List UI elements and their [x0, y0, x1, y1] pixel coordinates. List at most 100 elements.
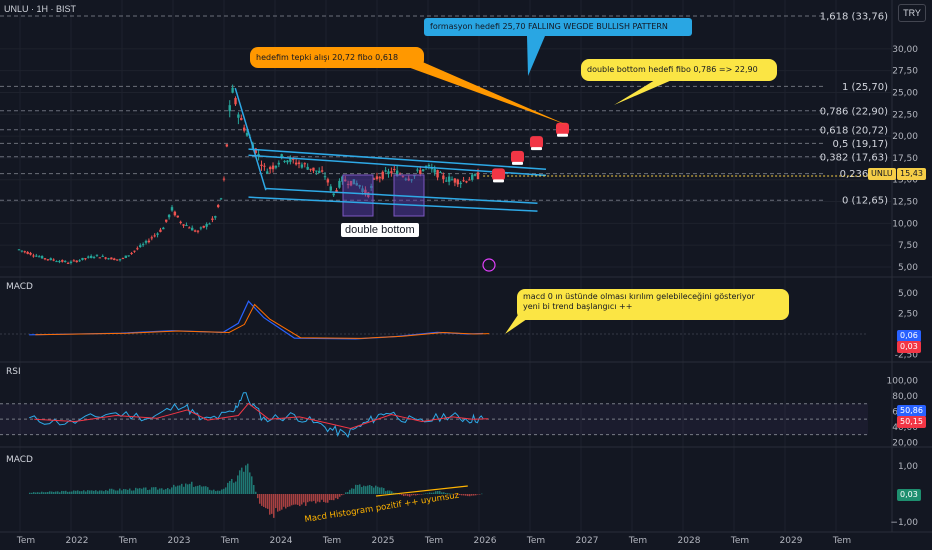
time-axis-label: 2023	[168, 536, 191, 546]
candle-body	[237, 114, 240, 118]
rsi-tick-label: 100,00	[887, 377, 919, 387]
histogram-pane-title: MACD	[6, 455, 33, 465]
histogram-bar	[361, 487, 363, 494]
candle-body	[442, 175, 445, 180]
histogram-bar	[29, 492, 31, 494]
candle-body	[156, 233, 159, 235]
histogram-bar	[253, 485, 255, 494]
currency-button[interactable]: TRY	[898, 4, 926, 22]
candle-body	[369, 186, 373, 188]
macd-value-tag: 0,06	[897, 330, 921, 342]
candle-body	[465, 181, 468, 183]
price-tick-label: 17,50	[892, 154, 918, 164]
histogram-bar	[127, 489, 129, 494]
candle-body	[372, 178, 376, 180]
histogram-bar	[479, 494, 481, 495]
time-axis-label: 2029	[780, 536, 803, 546]
candle-body	[23, 251, 26, 253]
candle-body	[297, 162, 301, 164]
candle-body	[300, 164, 304, 168]
candle-body	[179, 221, 182, 223]
candle-body	[136, 248, 139, 250]
histogram-bar	[197, 485, 199, 494]
histogram-bar	[477, 494, 479, 495]
time-axis-label: Tem	[730, 536, 749, 546]
histogram-bar	[223, 488, 225, 494]
pattern-target-note: formasyon hedefi 25,70 FALLING WEGDE BUL…	[424, 18, 692, 36]
candle-body	[26, 252, 29, 254]
histogram-bar	[389, 490, 391, 494]
rebound-target-note: hedefim tepki alışı 20,72 fibo 0,618	[250, 47, 424, 68]
histogram-bar	[311, 494, 313, 502]
histogram-bar	[111, 488, 113, 494]
histogram-bar	[183, 486, 185, 494]
pattern-note-pointer	[527, 36, 545, 76]
histogram-bar	[399, 494, 401, 495]
histogram-bar	[435, 491, 437, 494]
histogram-bar	[265, 494, 267, 509]
histogram-bar	[185, 483, 187, 494]
candle-body	[66, 262, 70, 264]
candle-body	[381, 171, 384, 179]
histogram-bar	[191, 481, 193, 494]
symbol-title[interactable]: UNLU · 1H · BIST	[4, 4, 77, 14]
histogram-bar	[129, 488, 131, 494]
candle-body	[188, 227, 191, 229]
candle-body	[364, 189, 367, 194]
candle-body	[257, 153, 260, 156]
candle-body	[419, 170, 422, 174]
candle-body	[202, 225, 205, 228]
candle-body	[167, 214, 171, 218]
histogram-bar	[407, 494, 409, 497]
projection-marker	[556, 122, 569, 137]
histogram-bar	[63, 491, 65, 494]
histogram-bar	[307, 494, 309, 503]
histogram-bar	[125, 489, 127, 494]
candle-body	[52, 259, 55, 261]
candle-body	[55, 261, 58, 263]
histogram-bar	[401, 494, 403, 496]
candle-body	[234, 98, 237, 105]
histogram-bar	[271, 494, 273, 514]
time-axis-label: Tem	[628, 536, 647, 546]
histogram-bar	[371, 485, 373, 494]
time-axis-label: Tem	[118, 536, 137, 546]
candle-body	[263, 165, 266, 167]
histogram-bar	[71, 491, 73, 494]
histogram-bar	[317, 494, 319, 502]
candle-body	[401, 176, 405, 178]
macd-note-line2: yeni bi trend başlangıcı ++	[523, 302, 633, 311]
histogram-bar	[379, 487, 381, 494]
histogram-bar	[355, 484, 357, 494]
candle-body	[58, 261, 61, 263]
candle-body	[133, 250, 136, 252]
rsi-tick-label: 80,00	[892, 392, 918, 402]
candle-body	[439, 172, 442, 174]
histogram-bar	[273, 494, 275, 518]
histogram-bar	[413, 494, 415, 496]
histogram-bar	[225, 487, 227, 494]
histogram-bar	[469, 494, 471, 497]
fib-level-label: 0,618 (20,72)	[820, 125, 888, 136]
candle-body	[101, 255, 104, 257]
histogram-bar	[415, 494, 417, 496]
rsi-ma-line	[34, 402, 489, 430]
candle-body	[84, 258, 87, 260]
macd-signal-line	[35, 303, 490, 339]
histogram-bar	[437, 491, 439, 494]
histogram-bar	[259, 494, 261, 504]
candle-body	[453, 178, 457, 183]
histogram-bar	[201, 486, 203, 494]
histogram-bar	[459, 494, 461, 496]
double-bottom-label: double bottom	[341, 223, 419, 237]
wedge-upper-line	[248, 148, 547, 171]
histogram-bar	[383, 488, 385, 494]
price-tick-label: 12,50	[892, 198, 918, 208]
histogram-bar	[369, 485, 371, 494]
candle-body	[176, 215, 179, 218]
histogram-bar	[165, 489, 167, 494]
histogram-bar	[263, 494, 265, 507]
histogram-bar	[283, 494, 285, 507]
wedge-lower-line	[265, 187, 538, 205]
